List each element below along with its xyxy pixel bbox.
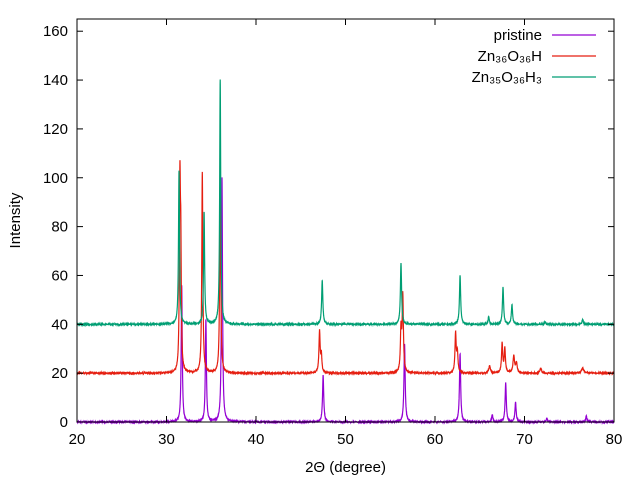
- x-tick-label: 20: [69, 431, 86, 448]
- y-axis-label: Intensity: [7, 192, 24, 248]
- x-tick-label: 70: [516, 431, 533, 448]
- x-tick-label: 80: [606, 431, 623, 448]
- series-line-1: [76, 160, 615, 377]
- y-tick-label: 40: [51, 316, 68, 333]
- y-tick-label: 160: [43, 23, 68, 40]
- legend-label: Zn₃₆O₃₆H: [478, 48, 542, 65]
- x-tick-label: 50: [337, 431, 354, 448]
- x-tick-label: 40: [248, 431, 265, 448]
- x-tick-label: 60: [427, 431, 444, 448]
- x-tick-label: 30: [158, 431, 175, 448]
- y-tick-label: 60: [51, 267, 68, 284]
- series-line-2: [76, 79, 615, 328]
- legend-label: Zn₃₅O₃₆H₃: [472, 69, 542, 86]
- x-axis-label: 2Θ (degree): [305, 459, 386, 476]
- y-tick-label: 0: [60, 414, 68, 431]
- series-layer: [76, 79, 615, 425]
- legend-label: pristine: [494, 27, 542, 44]
- y-tick-label: 140: [43, 72, 68, 89]
- y-tick-label: 80: [51, 219, 68, 236]
- legend: pristine Zn₃₆O₃₆H Zn₃₅O₃₆H₃: [472, 27, 596, 86]
- y-tick-label: 100: [43, 170, 68, 187]
- series-line-0: [76, 177, 615, 425]
- y-tick-label: 20: [51, 365, 68, 382]
- y-tick-label: 120: [43, 121, 68, 138]
